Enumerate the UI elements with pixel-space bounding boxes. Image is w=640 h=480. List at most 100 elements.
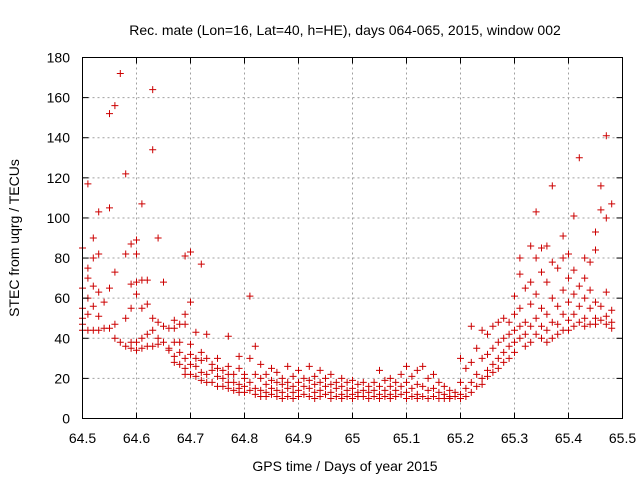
data-point — [246, 378, 254, 386]
y-tick-label: 40 — [54, 330, 70, 346]
data-point — [122, 342, 130, 350]
data-point — [592, 314, 599, 322]
data-point — [338, 374, 346, 382]
data-point — [122, 250, 130, 258]
data-point — [349, 376, 356, 384]
data-point — [219, 382, 227, 390]
data-point — [349, 384, 356, 392]
x-tick-label: 65.1 — [393, 430, 420, 446]
y-tick-label: 120 — [47, 170, 71, 186]
data-point — [187, 298, 194, 306]
data-point — [602, 288, 610, 296]
data-point — [494, 364, 502, 372]
data-point — [602, 132, 610, 140]
data-point — [203, 330, 211, 338]
data-point — [84, 310, 92, 318]
data-point — [322, 390, 329, 398]
data-point — [160, 338, 167, 346]
data-point — [284, 384, 292, 392]
data-point — [365, 394, 373, 402]
data-point — [570, 290, 578, 298]
data-point — [403, 378, 410, 386]
data-point — [554, 320, 562, 328]
data-point — [349, 394, 356, 402]
data-point — [376, 366, 383, 374]
data-point — [289, 382, 297, 390]
data-point — [143, 276, 151, 284]
data-point — [149, 146, 157, 154]
data-point — [224, 332, 232, 340]
x-tick-label: 65 — [345, 430, 361, 446]
data-point — [116, 70, 124, 78]
data-point — [197, 260, 205, 268]
data-point — [203, 370, 211, 378]
data-point — [165, 346, 173, 354]
data-point — [106, 110, 113, 118]
data-point — [289, 372, 297, 380]
data-point — [251, 384, 259, 392]
data-point — [424, 386, 432, 394]
data-point — [597, 302, 605, 310]
data-point — [473, 370, 481, 378]
data-point — [543, 338, 551, 346]
y-tick-label: 80 — [54, 250, 70, 266]
data-point — [138, 304, 146, 312]
data-point — [235, 352, 243, 360]
data-point — [251, 370, 259, 378]
y-tick-label: 20 — [54, 370, 70, 386]
data-point — [586, 286, 594, 294]
data-point — [338, 394, 346, 402]
data-point — [559, 286, 567, 294]
data-point — [419, 392, 427, 400]
data-point — [608, 306, 616, 314]
data-point — [413, 394, 421, 402]
data-point — [95, 326, 103, 334]
data-point — [295, 366, 302, 374]
data-point — [467, 388, 475, 396]
x-tick-label: 65.5 — [609, 430, 636, 446]
y-tick-label: 60 — [54, 290, 70, 306]
data-point — [365, 388, 373, 396]
data-point — [262, 380, 270, 388]
data-point — [451, 392, 459, 400]
data-point — [575, 282, 583, 290]
data-point — [602, 312, 610, 320]
data-point — [327, 380, 335, 388]
data-point — [521, 284, 529, 292]
data-point — [208, 378, 216, 386]
data-point — [462, 364, 470, 372]
data-point — [176, 338, 184, 346]
data-point — [170, 352, 178, 360]
y-tick-label: 160 — [47, 90, 71, 106]
data-point — [246, 386, 254, 394]
data-point — [149, 342, 157, 350]
data-point — [160, 322, 167, 330]
data-point — [489, 360, 497, 368]
data-point — [548, 182, 556, 190]
x-tick-label: 64.6 — [123, 430, 150, 446]
data-point — [554, 330, 562, 338]
tick-marks — [82, 57, 623, 419]
data-point — [581, 294, 589, 302]
data-point — [511, 310, 518, 318]
data-point — [494, 318, 502, 326]
data-point — [397, 370, 405, 378]
data-point — [608, 324, 616, 332]
data-point — [440, 382, 448, 390]
data-point — [273, 386, 281, 394]
data-point — [403, 388, 410, 396]
data-point — [289, 388, 297, 396]
data-point — [295, 392, 302, 400]
data-point — [208, 366, 216, 374]
data-point — [187, 340, 194, 348]
data-point — [430, 392, 437, 400]
data-point — [500, 348, 508, 356]
data-point — [343, 392, 351, 400]
data-point — [484, 366, 491, 374]
x-tick-label: 64.8 — [231, 430, 258, 446]
data-point — [284, 378, 292, 386]
chart-title: Rec. mate (Lon=16, Lat=40, h=HE), days 0… — [129, 22, 561, 38]
data-point — [511, 292, 518, 300]
data-point — [224, 362, 232, 370]
data-point — [149, 314, 157, 322]
